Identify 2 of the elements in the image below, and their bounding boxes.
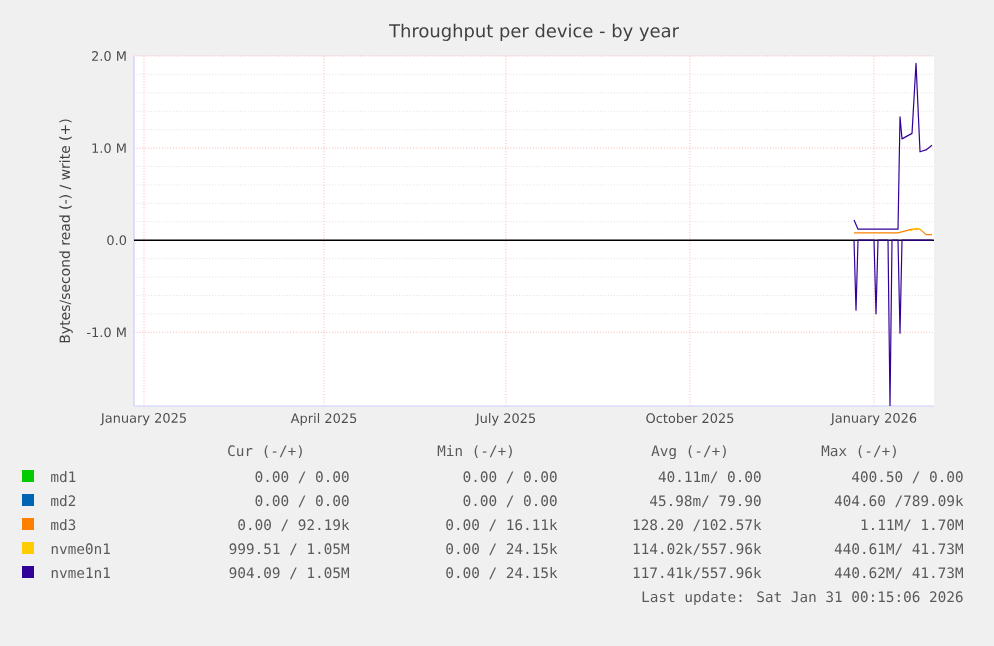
chart-title: Throughput per device - by year [389, 23, 679, 41]
line-series [853, 239, 933, 406]
